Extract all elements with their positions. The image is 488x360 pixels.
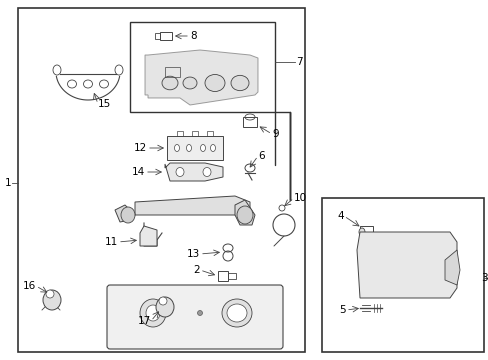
Ellipse shape	[159, 297, 167, 305]
Ellipse shape	[162, 76, 178, 90]
Ellipse shape	[186, 144, 191, 152]
Bar	[160, 32, 172, 40]
Ellipse shape	[146, 305, 160, 321]
Text: 2: 2	[193, 265, 200, 275]
Text: 4: 4	[337, 211, 343, 221]
Polygon shape	[164, 163, 223, 181]
Ellipse shape	[174, 144, 179, 152]
Text: 5: 5	[339, 305, 346, 315]
Text: 14: 14	[131, 167, 145, 177]
Bar	[192, 131, 198, 136]
Bar	[184, 328, 197, 340]
Bar	[18, 8, 305, 352]
Text: 17: 17	[138, 316, 151, 326]
Bar	[130, 22, 274, 112]
Polygon shape	[115, 205, 135, 222]
Ellipse shape	[197, 310, 202, 315]
Text: 8: 8	[190, 31, 196, 41]
Bar	[200, 328, 212, 340]
Ellipse shape	[46, 290, 54, 298]
Text: 16: 16	[23, 281, 36, 291]
Polygon shape	[444, 250, 459, 285]
Polygon shape	[356, 232, 456, 298]
Bar	[243, 117, 257, 127]
Text: 15: 15	[98, 99, 111, 109]
Polygon shape	[235, 200, 254, 225]
Ellipse shape	[237, 206, 252, 224]
Polygon shape	[140, 226, 157, 246]
Bar	[218, 271, 227, 281]
Ellipse shape	[183, 77, 197, 89]
Bar	[359, 226, 372, 238]
Polygon shape	[145, 50, 258, 105]
Ellipse shape	[200, 144, 205, 152]
Ellipse shape	[210, 144, 215, 152]
Bar	[206, 131, 213, 136]
Text: 1: 1	[5, 178, 12, 188]
Bar	[167, 136, 223, 160]
Bar	[372, 248, 444, 290]
Ellipse shape	[156, 297, 174, 317]
Bar	[155, 33, 160, 39]
Bar	[130, 330, 155, 342]
Text: 6: 6	[258, 151, 264, 161]
Ellipse shape	[230, 75, 248, 91]
Polygon shape	[135, 196, 249, 215]
Bar	[177, 131, 183, 136]
Bar	[170, 328, 182, 340]
Ellipse shape	[121, 207, 135, 223]
Ellipse shape	[176, 167, 183, 176]
Bar	[227, 273, 236, 279]
Text: 11: 11	[104, 237, 118, 247]
FancyBboxPatch shape	[107, 285, 283, 349]
Bar	[164, 67, 180, 77]
Ellipse shape	[358, 228, 364, 236]
Bar	[321, 198, 483, 352]
Ellipse shape	[222, 299, 251, 327]
Text: 13: 13	[186, 249, 200, 259]
Text: 10: 10	[293, 193, 306, 203]
Ellipse shape	[140, 299, 165, 327]
Ellipse shape	[203, 167, 210, 176]
Text: 3: 3	[480, 273, 487, 283]
Text: 9: 9	[271, 129, 278, 139]
Text: 7: 7	[295, 57, 302, 67]
Text: 12: 12	[134, 143, 147, 153]
Ellipse shape	[204, 75, 224, 91]
Ellipse shape	[43, 290, 61, 310]
Ellipse shape	[226, 304, 246, 322]
